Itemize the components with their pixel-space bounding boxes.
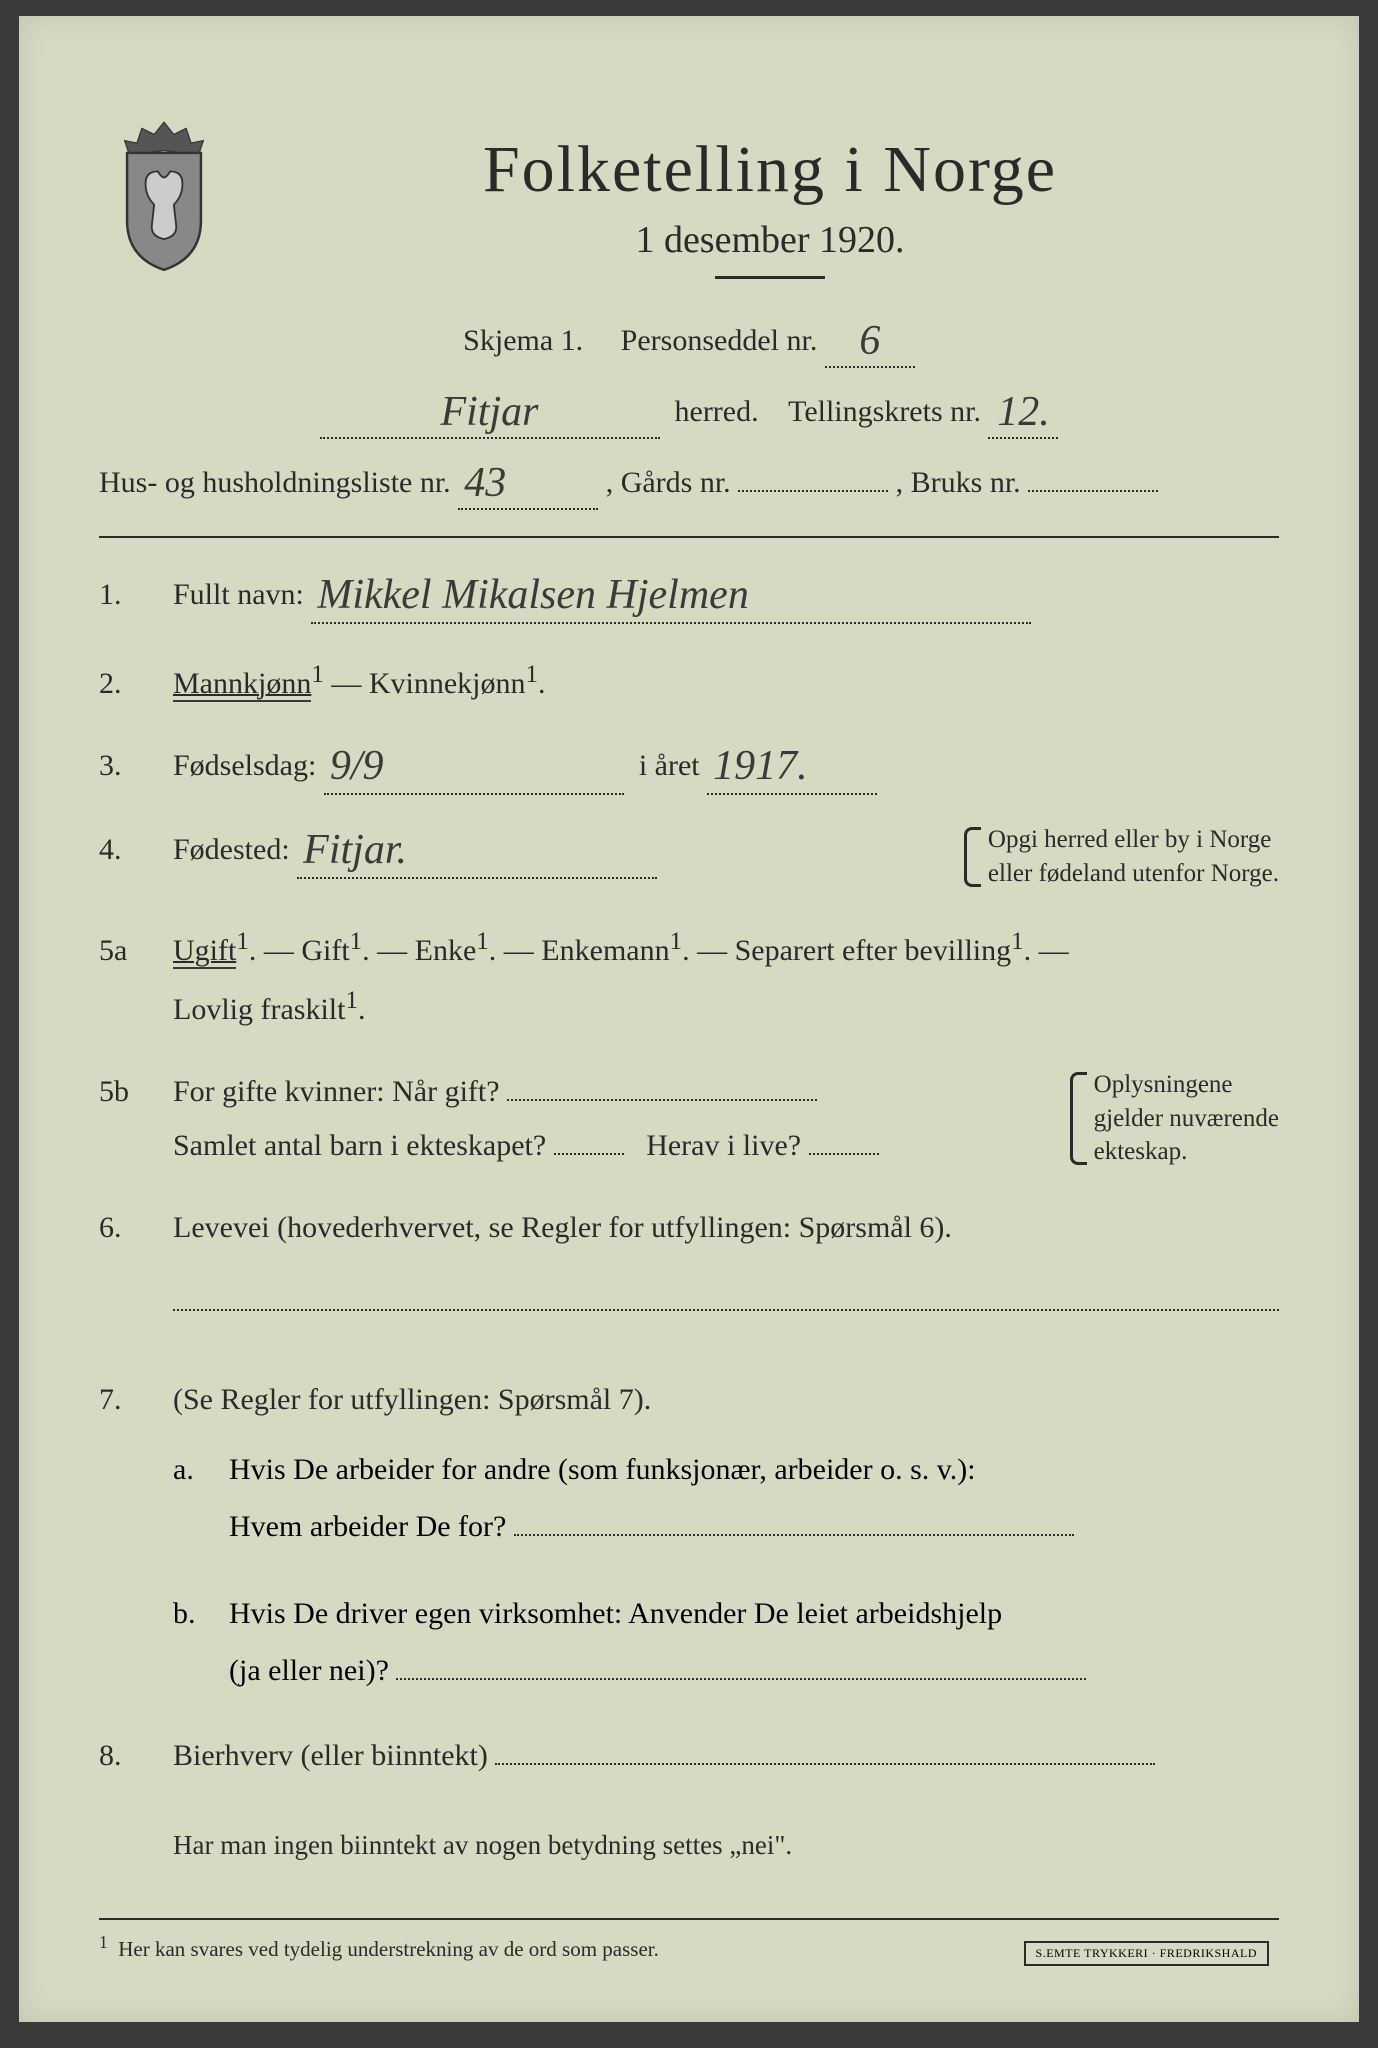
q7b: b. Hvis De driver egen virksomhet: Anven…: [173, 1585, 1279, 1699]
q7-label: (Se Regler for utfyllingen: Spørsmål 7).: [173, 1383, 651, 1416]
q6: 6. Levevei (hovederhvervet, se Regler fo…: [99, 1201, 1279, 1345]
q5b-line2-value: [554, 1153, 624, 1155]
q1-num: 1.: [99, 568, 149, 622]
q6-num: 6.: [99, 1201, 149, 1255]
q3: 3. Fødselsdag: 9/9 i året 1917.: [99, 739, 1279, 795]
q5b-num: 5b: [99, 1065, 149, 1119]
q3-year-label: i året: [639, 749, 700, 782]
q6-label: Levevei (hovederhvervet, se Regler for u…: [173, 1211, 952, 1244]
q5b-note: Oplysningene gjelder nuværende ekteskap.: [1070, 1068, 1279, 1169]
skjema-label: Skjema 1.: [463, 324, 583, 357]
herred-value: Fitjar: [320, 386, 660, 439]
q4: 4. Fødested: Fitjar. Opgi herred eller b…: [99, 823, 1279, 891]
q5b: 5b For gifte kvinner: Når gift? Samlet a…: [99, 1065, 1279, 1173]
q3-num: 3.: [99, 739, 149, 793]
bruks-value: [1028, 490, 1158, 492]
q3-year-value: 1917.: [707, 739, 877, 795]
q2-body: Mannkjønn1 — Kvinnekjønn1.: [173, 652, 1279, 711]
q7-body: (Se Regler for utfyllingen: Spørsmål 7).: [173, 1373, 1279, 1427]
skjema-line: Skjema 1. Personseddel nr. 6: [99, 315, 1279, 368]
q7a-label: a.: [173, 1441, 209, 1555]
footnote-divider: [99, 1918, 1279, 1920]
personseddel-label: Personseddel nr.: [621, 324, 818, 357]
q5a-num: 5a: [99, 924, 149, 978]
q4-left: Fødested: Fitjar.: [173, 823, 944, 879]
q7-num: 7.: [99, 1373, 149, 1427]
husliste-value: 43: [458, 457, 598, 510]
q5a-fraskilt: Lovlig fraskilt: [173, 993, 345, 1026]
bruks-label: , Bruks nr.: [896, 466, 1021, 499]
husliste-line: Hus- og husholdningsliste nr. 43 , Gårds…: [99, 457, 1279, 510]
q1: 1. Fullt navn: Mikkel Mikalsen Hjelmen: [99, 568, 1279, 624]
header: Folketelling i Norge 1 desember 1920.: [99, 116, 1279, 305]
q4-value: Fitjar.: [297, 823, 657, 879]
gards-value: [738, 490, 888, 492]
q2: 2. Mannkjønn1 — Kvinnekjønn1.: [99, 652, 1279, 711]
husliste-label: Hus- og husholdningsliste nr.: [99, 466, 451, 499]
herred-label: herred.: [675, 395, 759, 428]
q2-num: 2.: [99, 657, 149, 711]
q4-num: 4.: [99, 823, 149, 877]
q5a-separert: Separert efter bevilling: [735, 934, 1012, 967]
q5b-body: For gifte kvinner: Når gift? Samlet anta…: [173, 1065, 1279, 1173]
personseddel-value: 6: [825, 315, 915, 368]
q3-label: Fødselsdag:: [173, 749, 316, 782]
q8-value: [495, 1763, 1155, 1765]
q5a-enkemann: Enkemann: [541, 934, 669, 967]
title-block: Folketelling i Norge 1 desember 1920.: [261, 116, 1279, 305]
q8: 8. Bierhverv (eller biinntekt): [99, 1729, 1279, 1783]
q1-value: Mikkel Mikalsen Hjelmen: [311, 568, 1031, 624]
main-title: Folketelling i Norge: [261, 132, 1279, 208]
q4-label: Fødested:: [173, 833, 290, 866]
q5b-line1-label: For gifte kvinner: Når gift?: [173, 1075, 500, 1108]
q7-sub: a. Hvis De arbeider for andre (som funks…: [99, 1441, 1279, 1699]
q5a-ugift: Ugift: [173, 934, 236, 969]
q5b-line2b-label: Herav i live?: [646, 1129, 801, 1162]
q7a-value: [514, 1534, 1074, 1536]
q3-body: Fødselsdag: 9/9 i året 1917.: [173, 739, 1279, 795]
divider-1: [99, 536, 1279, 538]
q5b-line2-label: Samlet antal barn i ekteskapet?: [173, 1129, 546, 1162]
subtitle-date: 1 desember 1920.: [261, 218, 1279, 262]
q7a: a. Hvis De arbeider for andre (som funks…: [173, 1441, 1279, 1555]
q5b-line1-value: [507, 1099, 817, 1101]
q6-blank: [173, 1277, 1279, 1311]
q1-body: Fullt navn: Mikkel Mikalsen Hjelmen: [173, 568, 1279, 624]
q5a: 5a Ugift1. — Gift1. — Enke1. — Enkemann1…: [99, 919, 1279, 1037]
title-divider: [715, 276, 825, 279]
q4-body: Fødested: Fitjar. Opgi herred eller by i…: [173, 823, 1279, 891]
q6-body: Levevei (hovederhvervet, se Regler for u…: [173, 1201, 1279, 1345]
q5b-line2b-value: [809, 1153, 879, 1155]
q5a-body: Ugift1. — Gift1. — Enke1. — Enkemann1. —…: [173, 919, 1279, 1037]
q8-num: 8.: [99, 1729, 149, 1783]
q2-female: Kvinnekjønn: [369, 667, 526, 700]
tellingskrets-label: Tellingskrets nr.: [788, 395, 981, 428]
q7b-value: [396, 1678, 1086, 1680]
census-form-page: Folketelling i Norge 1 desember 1920. Sk…: [19, 16, 1359, 2022]
q8-label: Bierhverv (eller biinntekt): [173, 1739, 488, 1772]
tellingskrets-value: 12.: [988, 386, 1058, 439]
q1-label: Fullt navn:: [173, 578, 304, 611]
q5a-enke: Enke: [415, 934, 477, 967]
coat-of-arms-icon: [99, 116, 229, 276]
q5b-left: For gifte kvinner: Når gift? Samlet anta…: [173, 1065, 1050, 1173]
herred-line: Fitjar herred. Tellingskrets nr. 12.: [99, 386, 1279, 439]
q7: 7. (Se Regler for utfyllingen: Spørsmål …: [99, 1373, 1279, 1427]
printer-stamp: S.EMTE TRYKKERI · FREDRIKSHALD: [1024, 1941, 1269, 1966]
q3-day-value: 9/9: [324, 739, 624, 795]
q5a-gift: Gift: [301, 934, 349, 967]
footer-note: Har man ingen biinntekt av nogen betydni…: [99, 1823, 1279, 1869]
gards-label: , Gårds nr.: [606, 466, 731, 499]
q7b-label: b.: [173, 1585, 209, 1699]
q7b-body: Hvis De driver egen virksomhet: Anvender…: [229, 1585, 1279, 1699]
q7a-body: Hvis De arbeider for andre (som funksjon…: [229, 1441, 1279, 1555]
q4-note: Opgi herred eller by i Norge eller fødel…: [964, 823, 1279, 891]
q2-male: Mannkjønn: [173, 667, 311, 702]
q8-body: Bierhverv (eller biinntekt): [173, 1729, 1279, 1783]
